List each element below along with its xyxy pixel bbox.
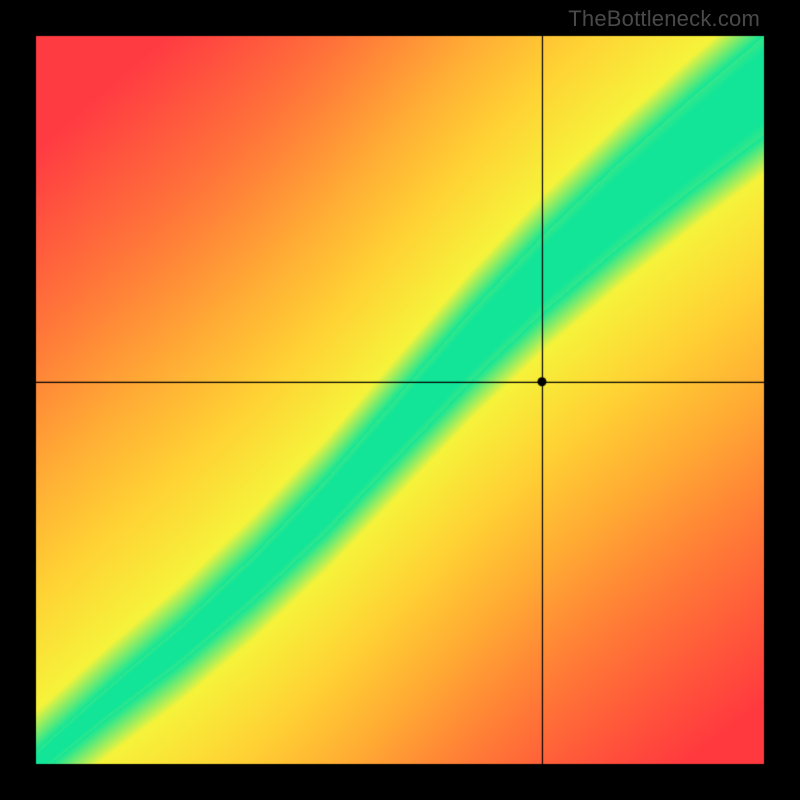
heatmap-canvas xyxy=(0,0,800,800)
watermark-text: TheBottleneck.com xyxy=(568,6,760,32)
chart-container: TheBottleneck.com xyxy=(0,0,800,800)
